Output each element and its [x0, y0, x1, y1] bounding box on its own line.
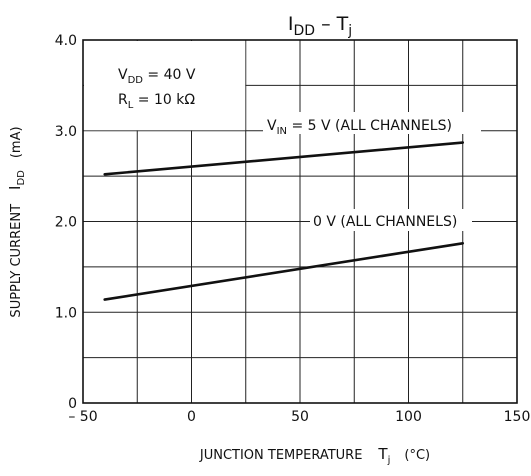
series-lines	[103, 141, 465, 301]
condition-rl: RL = 10 kΩ	[118, 92, 195, 111]
series-line-0	[103, 141, 465, 176]
y-tick-label: 4.0	[55, 33, 77, 49]
conditions-box-area	[84, 41, 246, 131]
x-tick-label: 100	[395, 409, 422, 425]
y-tick-label: 1.0	[55, 305, 77, 321]
y-tick-label: 3.0	[55, 124, 77, 140]
y-axis-title: SUPPLY CURRENTIDD(mA)	[6, 126, 27, 317]
x-tick-label: 50	[291, 409, 309, 425]
x-tick-label: 0	[187, 409, 196, 425]
x-tick-label: 150	[504, 409, 531, 425]
chart-title: IDD – Tj	[288, 13, 352, 39]
condition-vdd: VDD = 40 V	[118, 67, 196, 86]
x-axis-title: JUNCTION TEMPERATURE Tj (°C)	[199, 445, 430, 466]
y-tick-label: 2.0	[55, 215, 77, 231]
series-line-1	[103, 241, 465, 301]
series-label-0v: 0 V (ALL CHANNELS)	[313, 214, 457, 230]
plot-frame	[82, 39, 518, 404]
series-label-vin-5v: VIN = 5 V (ALL CHANNELS)	[267, 118, 452, 137]
x-tick-label: – 50	[68, 409, 97, 425]
y-tick-label: 0	[68, 396, 77, 412]
